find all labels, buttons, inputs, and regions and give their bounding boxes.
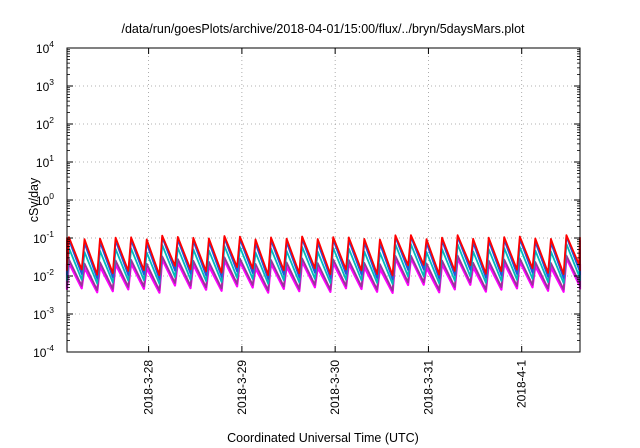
series-layer [65, 234, 582, 294]
tick-marks [67, 47, 580, 353]
y-tick-label: 104 [36, 39, 54, 56]
x-tick-label: 2018-4-1 [515, 360, 529, 408]
x-tick-label: 2018-3-31 [421, 360, 435, 415]
x-tick-label: 2018-3-28 [142, 360, 156, 415]
series-line [66, 234, 581, 277]
y-tick-label: 10-4 [33, 343, 54, 360]
y-axis-label: cSv/day [27, 177, 41, 222]
y-tick-label: 103 [36, 77, 54, 94]
grid [67, 48, 580, 352]
y-tick-label: 100 [36, 191, 54, 208]
y-tick-label: 10-3 [33, 305, 54, 322]
x-tick-label: 2018-3-30 [328, 360, 342, 415]
x-tick-label: 2018-3-29 [235, 360, 249, 415]
x-axis-label: Coordinated Universal Time (UTC) [227, 431, 419, 445]
y-tick-label: 102 [36, 115, 54, 132]
chart-title: /data/run/goesPlots/archive/2018-04-01/1… [121, 22, 525, 36]
y-tick-label: 101 [36, 153, 54, 170]
tick-labels: 10-4 10-3 10-2 10-1 100 101 102 103 104 2018-3-28… [33, 39, 529, 415]
y-tick-label: 10-2 [33, 267, 54, 284]
y-tick-label: 10-1 [33, 229, 54, 246]
